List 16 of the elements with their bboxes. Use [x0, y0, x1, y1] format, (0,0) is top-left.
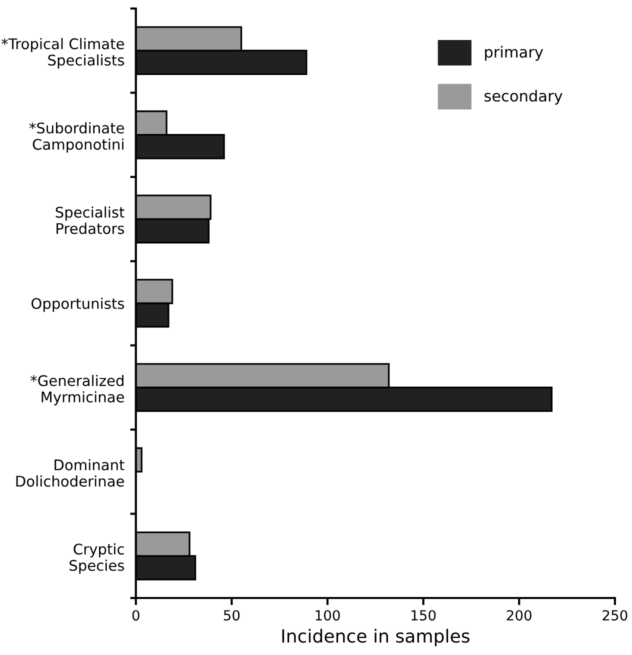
x-axis-title: Incidence in samples — [282, 628, 470, 646]
x-tick-label: 0 — [132, 610, 140, 621]
y-tick-label: *Generalized Myrmicinae — [30, 374, 124, 406]
x-tick-label: 50 — [224, 610, 240, 621]
x-tick-label: 250 — [602, 610, 628, 621]
legend-label: primary — [485, 46, 544, 61]
y-tick-label: *Tropical Climate Specialists — [1, 38, 124, 68]
y-tick-label: Specialist Predators — [56, 206, 124, 234]
x-tick-label: 150 — [412, 610, 436, 621]
y-tick-label: Dominant Dolichoderinae — [16, 459, 124, 487]
y-tick-label: *Subordinate Camponotini — [29, 122, 124, 153]
x-tick-label: 200 — [506, 610, 532, 621]
legend-label: secondary — [484, 90, 562, 105]
y-tick-label: Opportunists — [32, 298, 124, 312]
y-tick-label: Cryptic Species — [70, 543, 124, 574]
x-tick-label: 100 — [316, 610, 340, 621]
